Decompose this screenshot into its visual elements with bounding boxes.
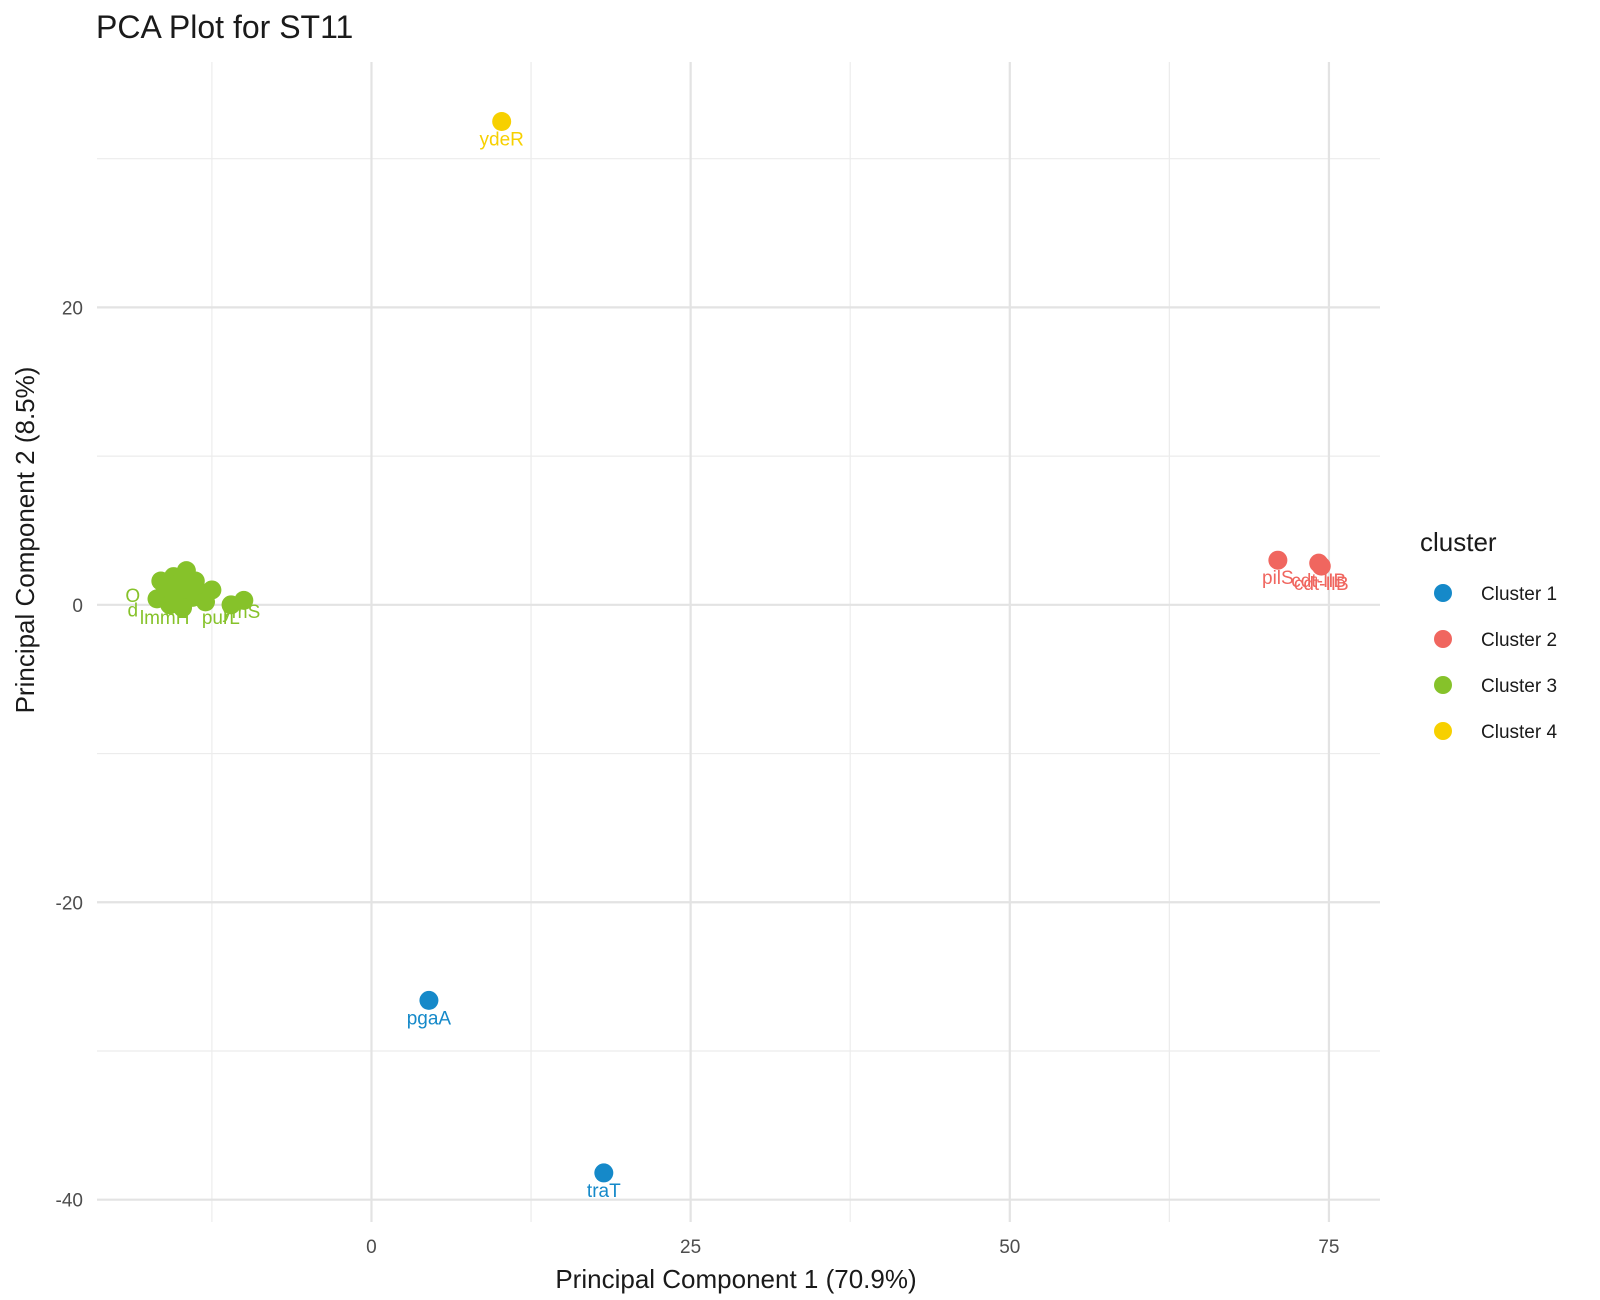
legend-items: Cluster 1 Cluster 2 Cluster 3 Cluster 4 — [1434, 584, 1557, 743]
point-label: ymS — [222, 602, 260, 623]
legend-label: Cluster 3 — [1481, 676, 1557, 697]
data-point — [173, 598, 193, 618]
y-tick-label: -20 — [56, 893, 83, 914]
legend-label: Cluster 2 — [1481, 630, 1557, 651]
y-axis-ticks: -40 -20 0 20 — [56, 298, 83, 1211]
point-label: e — [203, 590, 214, 611]
data-point — [234, 590, 254, 610]
point-label: c — [156, 589, 166, 610]
x-tick-label: 0 — [366, 1237, 377, 1258]
point-label: ydeR — [480, 129, 524, 150]
data-point — [1268, 550, 1288, 570]
x-axis-title: Principal Component 1 (70.9%) — [555, 1264, 916, 1294]
point-label: traT — [587, 1181, 621, 1202]
point-label: O — [125, 586, 140, 607]
point-label: cdt-IIB — [1291, 571, 1346, 592]
legend-key — [1434, 722, 1452, 740]
chart-title: PCA Plot for ST11 — [96, 9, 353, 45]
y-tick-label: 0 — [72, 596, 83, 617]
legend-label: Cluster 4 — [1481, 722, 1557, 743]
y-tick-label: 20 — [62, 298, 83, 319]
point-label: d — [127, 601, 138, 622]
data-point — [155, 583, 175, 603]
data-point — [419, 990, 439, 1010]
x-tick-label: 25 — [680, 1237, 701, 1258]
data-point — [180, 580, 200, 600]
x-tick-label: 50 — [999, 1237, 1020, 1258]
y-axis-title: Principal Component 2 (8.5%) — [10, 367, 40, 714]
data-point — [594, 1163, 614, 1183]
x-axis-ticks: 0 25 50 75 — [366, 1237, 1339, 1258]
legend-key — [1434, 584, 1452, 602]
y-tick-label: -40 — [56, 1191, 83, 1212]
point-label: cdt-IIB — [1294, 574, 1349, 595]
point-label: purL — [202, 608, 240, 629]
data-points — [147, 111, 1331, 1183]
point-label: lmmH — [140, 608, 190, 629]
data-point — [492, 111, 512, 131]
point-label: pgaA — [407, 1008, 452, 1029]
point-label: pilS — [1262, 568, 1294, 589]
grid — [97, 62, 1380, 1222]
legend-label: Cluster 1 — [1481, 584, 1557, 605]
x-tick-label: 75 — [1318, 1237, 1339, 1258]
data-point — [196, 592, 216, 612]
legend-key — [1434, 676, 1452, 694]
legend-title: cluster — [1420, 527, 1497, 557]
legend-key — [1434, 630, 1452, 648]
data-point — [1311, 556, 1331, 576]
